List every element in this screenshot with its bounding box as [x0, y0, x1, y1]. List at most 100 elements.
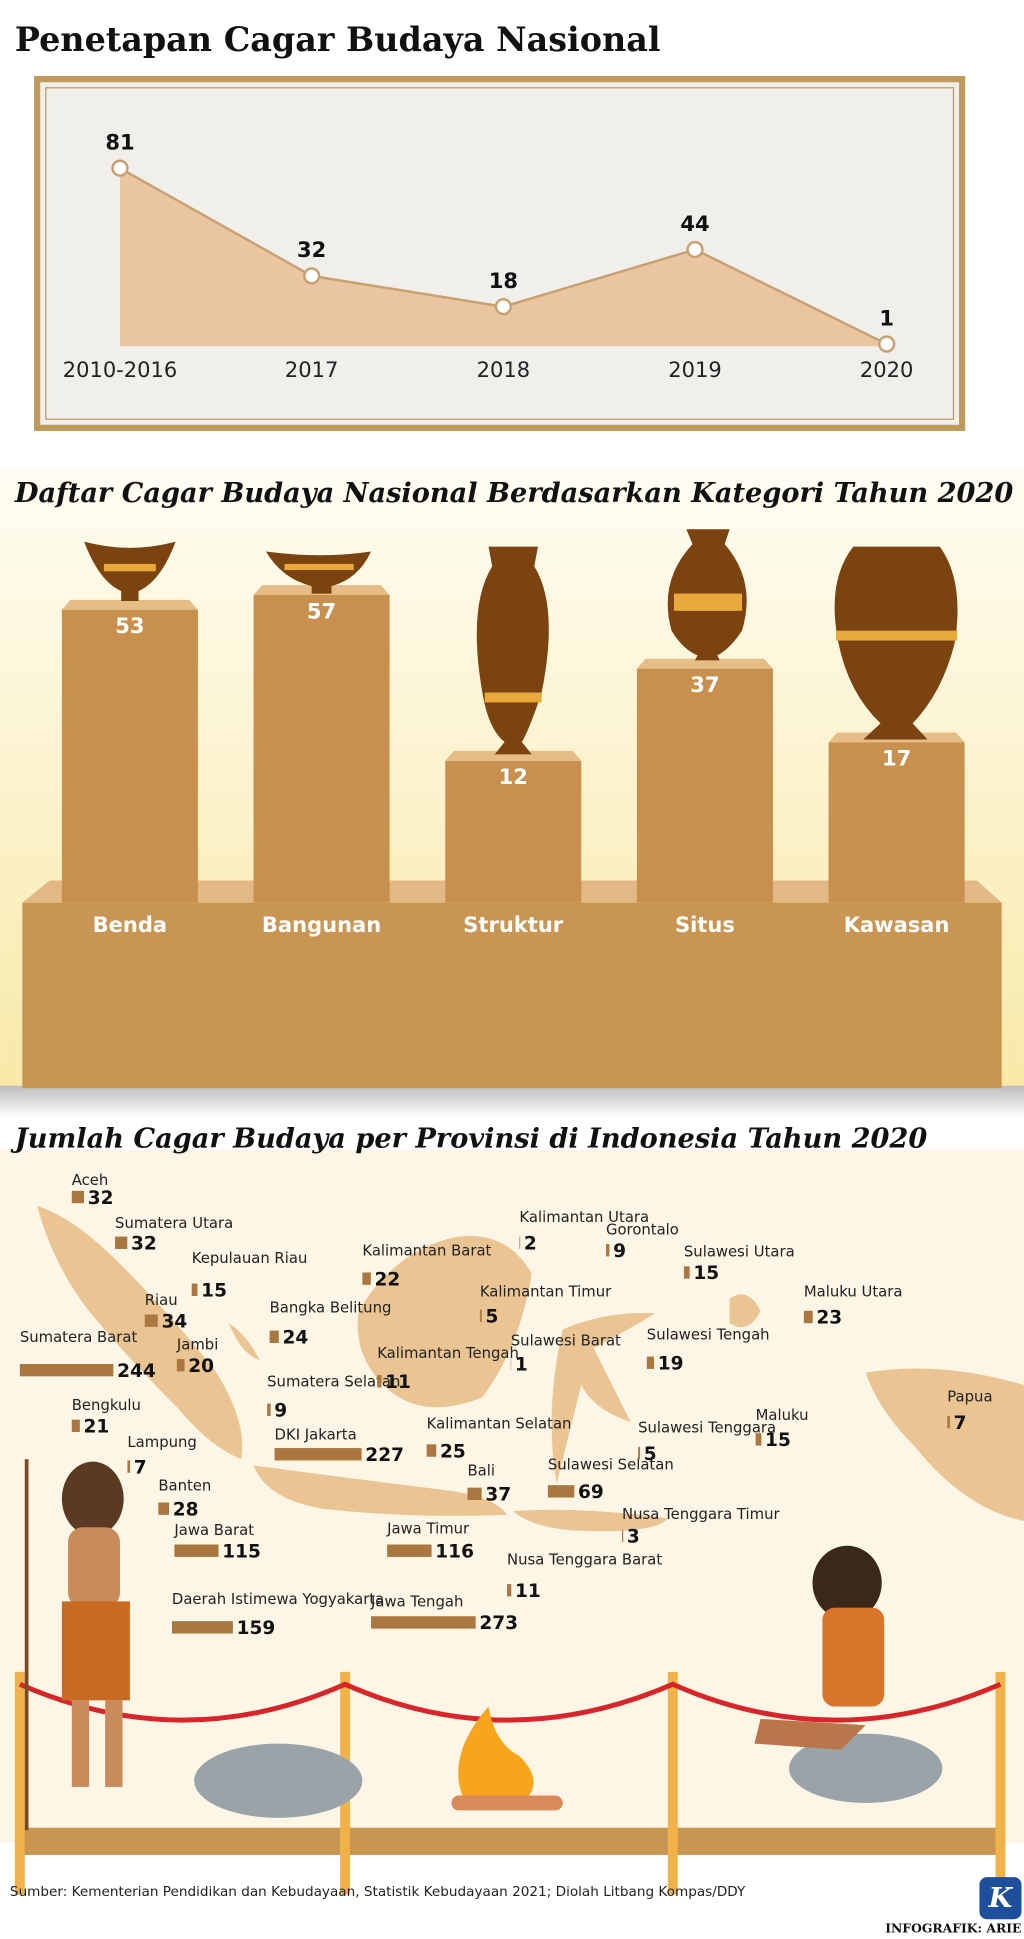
province-label: Kepulauan Riau	[192, 1250, 308, 1267]
bar	[144, 1314, 158, 1327]
value-label: 11	[385, 1372, 411, 1393]
province-label: Papua	[947, 1388, 992, 1405]
value-label: 28	[173, 1499, 199, 1520]
value-label: 53	[115, 613, 144, 638]
bar	[71, 1190, 85, 1204]
value-label: 25	[440, 1441, 466, 1462]
province-label: Sulawesi Selatan	[548, 1456, 674, 1473]
bar	[174, 1544, 219, 1557]
province-label: Kalimantan Tengah	[377, 1345, 519, 1362]
value-label: 18	[489, 268, 518, 293]
province-label: Maluku Utara	[804, 1283, 903, 1300]
logs	[451, 1795, 563, 1811]
province-label: Maluku	[756, 1407, 809, 1424]
value-label: 1	[879, 305, 894, 330]
point	[111, 159, 129, 177]
province-label: Nusa Tenggara Timur	[622, 1506, 780, 1523]
value-label: 5	[644, 1444, 657, 1465]
point	[878, 335, 896, 353]
value-label: 15	[765, 1430, 791, 1451]
bar	[377, 1375, 382, 1388]
vase-patterns	[103, 563, 958, 703]
value-label: 227	[365, 1445, 404, 1466]
value-label: 15	[693, 1263, 719, 1284]
bar	[467, 1487, 482, 1501]
province-label: Sulawesi Utara	[684, 1244, 795, 1261]
value-label: 37	[485, 1485, 511, 1506]
x-label: 2017	[285, 357, 338, 382]
province-label: Banten	[158, 1477, 211, 1494]
bar-cap	[61, 599, 198, 610]
bar	[387, 1544, 432, 1557]
value-label: 32	[88, 1188, 114, 1209]
bar	[605, 1244, 610, 1257]
province-label: Bengkulu	[72, 1397, 141, 1414]
value-label: 17	[882, 746, 911, 771]
source: Sumber: Kementerian Pendidikan dan Kebud…	[10, 1884, 746, 1900]
value-label: 159	[237, 1618, 276, 1639]
chart-title: Jumlah Cagar Budaya per Provinsi di Indo…	[10, 1123, 927, 1155]
province-label: Kalimantan Timur	[480, 1283, 612, 1300]
province-label: Lampung	[127, 1434, 196, 1451]
logo: K	[988, 1882, 1014, 1914]
bar	[803, 1310, 813, 1324]
value-label: 34	[161, 1311, 187, 1332]
category-label: Situs	[675, 912, 735, 937]
value-label: 19	[658, 1353, 684, 1374]
value-label: 11	[515, 1581, 541, 1602]
value-label: 24	[283, 1328, 309, 1349]
category-label: Bangunan	[262, 912, 381, 937]
bar	[755, 1433, 762, 1446]
stone	[789, 1733, 943, 1803]
value-label: 7	[954, 1413, 967, 1434]
province-label: Daerah Istimewa Yogyakarta	[172, 1591, 384, 1608]
bar	[158, 1502, 170, 1515]
value-label: 69	[578, 1482, 604, 1503]
platform	[22, 902, 1002, 1089]
bar	[115, 1236, 128, 1249]
value-label: 20	[188, 1356, 214, 1377]
bar	[71, 1419, 80, 1432]
value-label: 12	[499, 764, 528, 789]
province-label: Kalimantan Selatan	[427, 1416, 572, 1433]
category-label: Kawasan	[844, 912, 950, 937]
value-label: 7	[134, 1457, 147, 1478]
bar	[371, 1616, 476, 1629]
value-label: 32	[131, 1234, 157, 1255]
bar-cap	[445, 750, 582, 761]
bars: 53 Benda 57 Bangunan 12 Struktur 37 Situs 17 Kawa…	[61, 585, 965, 937]
value-label: 2	[524, 1234, 537, 1255]
bar	[683, 1266, 690, 1279]
point	[686, 240, 704, 259]
bar	[127, 1460, 131, 1473]
value-label: 37	[690, 672, 719, 697]
province-label: Jawa Barat	[173, 1522, 254, 1539]
x-label: 2018	[477, 357, 530, 382]
bar	[253, 594, 390, 903]
bar	[479, 1309, 482, 1322]
province-label: Riau	[145, 1292, 178, 1309]
x-label: 2019	[668, 357, 721, 382]
province-label: Sumatera Utara	[115, 1215, 233, 1232]
value-label: 1	[515, 1355, 528, 1376]
bar-cap	[636, 658, 773, 669]
bar	[638, 1446, 641, 1460]
province-label: Jawa Tengah	[370, 1594, 463, 1611]
bar	[274, 1448, 362, 1461]
bar	[269, 1330, 279, 1343]
bar	[445, 760, 582, 903]
bar	[828, 742, 965, 903]
value-label: 15	[201, 1281, 227, 1302]
value-label: 44	[680, 211, 709, 236]
chart-title: Daftar Cagar Budaya Nasional Berdasarkan…	[14, 477, 1013, 509]
figure-standing	[24, 1459, 130, 1831]
bar	[636, 668, 773, 903]
islands	[37, 1205, 1024, 1532]
category-label: Benda	[93, 912, 167, 937]
rope	[18, 1681, 1002, 1723]
bar	[646, 1356, 655, 1369]
value-label: 273	[479, 1613, 518, 1634]
value-label: 23	[816, 1308, 842, 1329]
